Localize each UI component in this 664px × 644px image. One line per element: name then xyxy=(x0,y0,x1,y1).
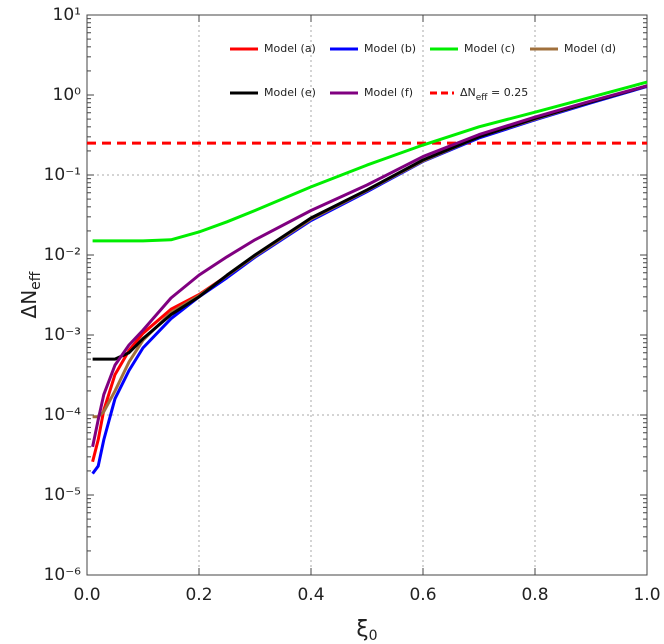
legend-label: Model (a) xyxy=(264,42,316,55)
x-axis-label: ξ0 xyxy=(356,617,377,644)
y-tick-label: 10¹ xyxy=(53,5,81,25)
y-label-sub: eff xyxy=(28,271,44,290)
legend-label: Model (d) xyxy=(564,42,616,55)
y-tick-label: 10⁻⁶ xyxy=(44,565,82,585)
y-tick-label: 10⁻⁴ xyxy=(44,405,82,425)
x-label-main: ξ xyxy=(356,617,368,642)
legend-label-part: = 0.25 xyxy=(488,86,529,99)
series-line xyxy=(92,84,648,419)
legend-label-part: eff xyxy=(476,93,489,103)
y-tick-label: 10⁰ xyxy=(53,85,82,105)
y-label-main: ΔN xyxy=(17,290,41,319)
series-line xyxy=(92,80,648,243)
plot-frame xyxy=(86,14,648,576)
y-axis-label: ΔNeff xyxy=(17,271,45,318)
series-line xyxy=(92,84,648,361)
x-tick-label: 1.0 xyxy=(633,585,660,605)
legend-label: Model (f) xyxy=(364,86,413,99)
series-line xyxy=(91,84,648,463)
legend-label: Model (e) xyxy=(264,86,316,99)
x-tick-label: 0.4 xyxy=(297,585,324,605)
series-line xyxy=(91,84,648,475)
y-tick-label: 10⁻³ xyxy=(44,325,81,345)
legend-label-part: ΔN xyxy=(460,86,476,99)
series-line xyxy=(91,84,648,448)
x-tick-label: 0.0 xyxy=(73,585,100,605)
x-label-sub: 0 xyxy=(369,628,378,644)
x-tick-label: 0.6 xyxy=(409,585,436,605)
x-tick-label: 0.8 xyxy=(521,585,548,605)
legend-label: Model (b) xyxy=(364,42,416,55)
y-tick-label: 10⁻¹ xyxy=(44,165,81,185)
y-tick-label: 10⁻⁵ xyxy=(44,485,81,505)
legend-label: Model (c) xyxy=(464,42,515,55)
y-tick-label: 10⁻² xyxy=(44,245,81,265)
legend-label: ΔNeff = 0.25 xyxy=(460,86,528,103)
x-tick-label: 0.2 xyxy=(185,585,212,605)
